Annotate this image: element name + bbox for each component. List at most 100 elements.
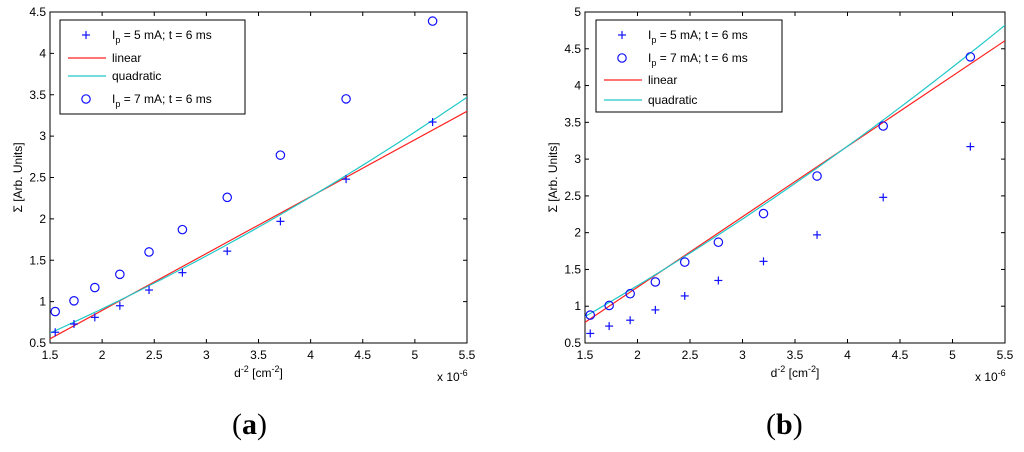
y-tick-label-b-9: 5 bbox=[574, 5, 581, 19]
point-plus-a-1 bbox=[69, 319, 78, 328]
y-tick-label-b-8: 4.5 bbox=[564, 42, 581, 56]
point-circle-b-0 bbox=[585, 310, 596, 320]
point-plus-b-2 bbox=[626, 316, 635, 325]
point-plus-a-5 bbox=[178, 268, 187, 277]
legend-marker-plus-b bbox=[618, 31, 626, 39]
chart-b: 1.5 2 2.5 3 3.5 4 4.5 5 5.5 0.5 1 1.5 2 2.5 3 3.5 4 4.5 5 d… bbox=[546, 5, 1014, 384]
panel-label-b: (b) bbox=[766, 408, 803, 442]
point-circle-b-9 bbox=[965, 52, 976, 62]
x-tick-label-b-1: 2 bbox=[634, 348, 641, 362]
point-circle-b-7 bbox=[812, 171, 822, 181]
point-plus-a-9 bbox=[428, 118, 437, 127]
series-plus-b bbox=[586, 142, 975, 338]
x-axis-label-a: d-2 [cm-2] bbox=[234, 364, 283, 380]
point-plus-a-7 bbox=[276, 217, 285, 226]
quadratic-fit-line-b bbox=[585, 24, 1005, 318]
y-tick-label-a-8: 4.5 bbox=[29, 5, 46, 19]
y-tick-label-a-3: 2 bbox=[39, 212, 46, 226]
point-circle-b-3 bbox=[650, 277, 661, 287]
curves-a bbox=[50, 96, 467, 340]
point-circle-a-3 bbox=[115, 269, 125, 280]
x-tick-label-b-8: 5.5 bbox=[997, 348, 1014, 362]
x-tick-label-b-5: 4 bbox=[844, 348, 851, 362]
y-tick-label-b-0: 0.5 bbox=[564, 336, 581, 350]
y-tick-label-a-7: 4 bbox=[39, 46, 46, 60]
panel-label-b-close: ) bbox=[792, 408, 803, 441]
point-plus-b-3 bbox=[651, 305, 660, 314]
legend-text-0-b: Ip = 5 mA; t = 6 ms bbox=[648, 28, 748, 45]
legend-text-2-a: quadratic bbox=[112, 69, 161, 83]
point-circle-a-8 bbox=[341, 94, 351, 104]
y-tick-label-a-6: 3.5 bbox=[29, 88, 46, 102]
x-tick-label-a-8: 5.5 bbox=[459, 348, 476, 362]
panel-label-a-open: ( bbox=[232, 408, 242, 441]
point-plus-a-3 bbox=[115, 301, 124, 310]
y-tick-label-b-5: 3 bbox=[574, 152, 581, 166]
panel-label-b-letter: b bbox=[776, 408, 793, 441]
x-tick-label-a-5: 4 bbox=[307, 348, 314, 362]
point-plus-b-1 bbox=[605, 322, 614, 331]
legend-box-b bbox=[595, 19, 783, 113]
legend-text-3-a: Ip = 7 mA; t = 6 ms bbox=[112, 92, 212, 109]
x-tick-label-a-1: 2 bbox=[99, 348, 106, 362]
x-tick-label-a-7: 5 bbox=[412, 348, 419, 362]
point-plus-b-6 bbox=[759, 257, 768, 266]
legend-marker-circle-a bbox=[81, 94, 91, 104]
x-multiplier-a: x 10-6 bbox=[437, 368, 468, 384]
y-axis-label-a: Σ [Arb. Units] bbox=[11, 142, 25, 212]
y-tick-label-b-6: 3.5 bbox=[564, 115, 581, 129]
x-axis-label-b: d-2 [cm-2] bbox=[771, 364, 820, 380]
point-plus-a-6 bbox=[223, 247, 232, 256]
legend-marker-plus-a bbox=[82, 31, 90, 39]
x-tick-label-a-2: 2.5 bbox=[146, 348, 163, 362]
x-tick-label-a-3: 3 bbox=[203, 348, 210, 362]
chart-a: 1.5 2 2.5 3 3.5 4 4.5 5 5.5 0.5 1 1.5 2 2.5 3 3.5 4 4.5 d-… bbox=[11, 5, 476, 384]
x-tick-label-b-0: 1.5 bbox=[577, 348, 594, 362]
point-circle-b-6 bbox=[758, 208, 769, 219]
series-circle-b bbox=[585, 52, 976, 320]
x-tick-label-a-0: 1.5 bbox=[42, 348, 59, 362]
y-tick-label-a-5: 3 bbox=[39, 129, 46, 143]
point-circle-a-0 bbox=[50, 306, 61, 317]
point-plus-b-9 bbox=[966, 142, 975, 151]
series-circle-a bbox=[50, 16, 438, 317]
y-tick-label-a-1: 1 bbox=[39, 295, 46, 309]
y-tick-label-b-2: 1.5 bbox=[564, 262, 581, 276]
legend-text-2-b: linear bbox=[648, 73, 677, 87]
point-circle-a-5 bbox=[177, 224, 188, 235]
legend-text-0-a: Ip = 5 mA; t = 6 ms bbox=[112, 28, 212, 45]
point-plus-b-7 bbox=[813, 230, 822, 239]
point-plus-b-0 bbox=[586, 329, 595, 338]
legend-b: Ip = 5 mA; t = 6 ms Ip = 7 mA; t = 6 ms li… bbox=[595, 19, 783, 113]
x-tick-label-b-6: 4.5 bbox=[892, 348, 909, 362]
x-tick-label-b-2: 2.5 bbox=[682, 348, 699, 362]
panel-label-a: (a) bbox=[232, 408, 267, 442]
y-tick-label-a-2: 1.5 bbox=[29, 253, 46, 267]
y-tick-label-b-7: 4 bbox=[574, 79, 581, 93]
point-circle-a-1 bbox=[69, 295, 79, 306]
x-tick-label-a-4: 3.5 bbox=[250, 348, 267, 362]
y-axis-label-b: Σ [Arb. Units] bbox=[546, 142, 560, 212]
panel-label-a-close: ) bbox=[257, 408, 267, 441]
point-circle-b-5 bbox=[713, 237, 724, 248]
point-circle-a-2 bbox=[90, 282, 100, 293]
x-tick-label-a-6: 4.5 bbox=[354, 348, 371, 362]
x-multiplier-b: x 10-6 bbox=[975, 368, 1006, 384]
point-circle-a-6 bbox=[222, 192, 233, 203]
legend-marker-circle-b bbox=[617, 53, 627, 63]
x-tick-label-b-7: 5 bbox=[949, 348, 956, 362]
legend-box-a bbox=[59, 19, 246, 115]
point-plus-b-5 bbox=[714, 276, 723, 285]
point-circle-a-7 bbox=[275, 150, 286, 160]
legend-a: Ip = 5 mA; t = 6 ms linear quadratic Ip = 7… bbox=[59, 19, 246, 115]
point-plus-a-2 bbox=[90, 313, 99, 322]
y-tick-label-a-4: 2.5 bbox=[29, 171, 46, 185]
y-tick-label-b-4: 2.5 bbox=[564, 189, 581, 203]
point-plus-a-4 bbox=[145, 286, 154, 295]
point-circle-b-2 bbox=[625, 288, 635, 299]
legend-text-3-b: quadratic bbox=[648, 93, 697, 107]
legend-text-1-a: linear bbox=[112, 51, 141, 65]
panel-label-a-letter: a bbox=[242, 408, 257, 441]
x-tick-label-b-3: 3 bbox=[739, 348, 746, 362]
